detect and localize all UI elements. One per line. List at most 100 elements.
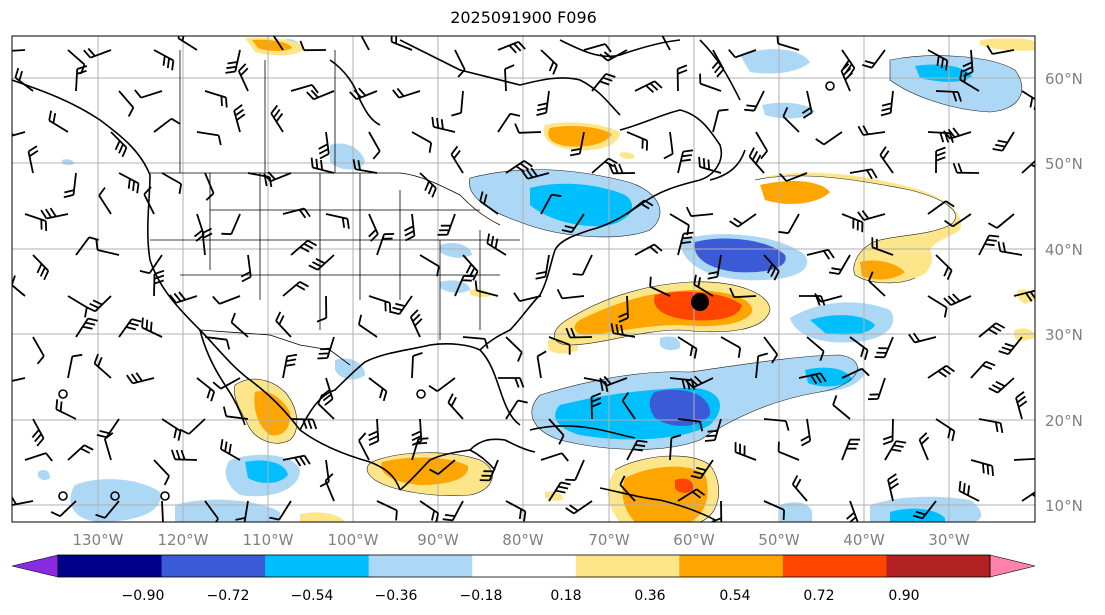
wind-barb-icon xyxy=(225,49,241,74)
wind-barb-icon xyxy=(63,172,77,199)
lon-label: 30°W xyxy=(928,531,970,549)
wind-barb-icon xyxy=(849,168,878,180)
wind-barb-icon xyxy=(12,377,26,382)
colorbar-segment xyxy=(58,555,163,577)
wind-barb-icon xyxy=(161,500,164,522)
wind-barb-icon xyxy=(777,441,800,461)
wind-barb-icon xyxy=(693,274,714,297)
wind-barb-icon xyxy=(349,87,378,101)
wind-barb-icon xyxy=(98,186,112,215)
wind-barb-icon xyxy=(943,293,972,306)
wind-barb-icon xyxy=(321,377,334,406)
wind-barb-icon xyxy=(96,418,120,439)
wind-barb-icon xyxy=(986,45,1015,55)
lat-label: 10°N xyxy=(1045,497,1083,515)
wind-barb-icon xyxy=(992,131,1015,152)
wind-barb-icon xyxy=(318,131,330,160)
wind-barb-icon xyxy=(85,295,112,313)
wind-barb-icon xyxy=(800,418,812,447)
wind-barb-icon xyxy=(561,213,585,234)
wind-barb-icon xyxy=(867,377,886,401)
wind-barb-icon xyxy=(269,500,292,521)
wind-barb-icon xyxy=(95,500,120,519)
wind-barb-icon xyxy=(409,309,423,338)
wind-barb-icon xyxy=(67,295,88,318)
wind-barb-icon xyxy=(744,90,765,112)
wind-barb-icon xyxy=(814,292,843,303)
wind-barb-icon xyxy=(24,452,53,462)
wind-barb-icon xyxy=(669,377,696,391)
wind-barb-icon xyxy=(368,418,380,446)
wind-barb-icon xyxy=(590,392,602,420)
wind-barb-icon xyxy=(126,372,155,385)
wind-barb-icon xyxy=(556,288,585,300)
wind-barb-icon xyxy=(153,459,170,486)
wind-barb-icon xyxy=(676,64,688,92)
wind-barb-icon xyxy=(497,40,526,54)
wind-barb-icon xyxy=(840,63,854,92)
wind-barb-icon xyxy=(548,481,571,502)
colorbar-tick-label: 0.36 xyxy=(634,588,665,604)
wind-barb-icon xyxy=(1021,491,1035,502)
wind-barb-icon xyxy=(943,127,972,140)
wind-barb-icon xyxy=(358,432,370,461)
wind-barb-icon xyxy=(505,500,527,522)
wind-barb-icon xyxy=(212,295,241,305)
contour-lines xyxy=(234,55,1023,522)
wind-barb-icon xyxy=(841,367,870,379)
wind-barb-icon xyxy=(235,500,249,522)
wind-barb-icon xyxy=(204,172,215,201)
wind-barb-icon xyxy=(411,352,423,379)
wind-barb-icon xyxy=(390,36,413,51)
wind-barb-icon xyxy=(978,234,1000,256)
wind-barb-icon xyxy=(846,500,859,522)
wind-barb-icon xyxy=(431,116,456,133)
latitude-labels: 60°N 50°N 40°N 30°N 20°N 10°N xyxy=(1045,70,1083,515)
colorbar-segment xyxy=(782,555,887,577)
lat-label: 40°N xyxy=(1045,241,1083,259)
wind-barb-icon xyxy=(548,418,565,445)
wind-barb-icon xyxy=(368,377,388,402)
wind-barb-icon xyxy=(698,156,722,174)
lat-label: 20°N xyxy=(1045,412,1083,430)
wind-barb-icon xyxy=(270,104,284,133)
colorbar-segment xyxy=(886,555,991,577)
wind-barb-icon xyxy=(661,36,671,51)
wind-barb-icon xyxy=(1015,391,1028,420)
wind-barb-icon xyxy=(275,311,292,338)
wind-barb-icon xyxy=(779,172,808,182)
wind-barb-icon xyxy=(626,439,648,461)
wind-barb-icon xyxy=(755,352,769,379)
wind-barb-icon xyxy=(868,271,886,297)
wind-barb-icon xyxy=(815,131,843,146)
wind-barb-icon xyxy=(376,233,395,256)
wind-barb-icon xyxy=(282,207,311,219)
wind-barb-icon xyxy=(153,117,181,133)
wind-barb-icon xyxy=(67,353,83,379)
wind-barb-icon xyxy=(32,336,45,365)
wind-barb-icon xyxy=(222,406,249,420)
wind-barb-icon xyxy=(626,131,649,151)
wind-barb-icon xyxy=(862,49,886,69)
wind-barb-icon xyxy=(998,336,1023,356)
wind-barb-icon xyxy=(411,437,429,461)
wind-barb-icon xyxy=(411,131,433,153)
wind-barb-icon xyxy=(169,291,198,304)
wind-barb-icon xyxy=(12,36,1035,522)
wind-barb-icon xyxy=(240,254,252,283)
lon-label: 120°W xyxy=(158,531,209,549)
lat-label: 60°N xyxy=(1045,70,1083,88)
wind-barb-icon xyxy=(310,157,335,174)
wind-barb-icon xyxy=(778,213,800,235)
storm-center-marker xyxy=(691,293,709,311)
lon-label: 80°W xyxy=(502,531,544,549)
wind-barb-icon xyxy=(1013,289,1035,302)
graticule xyxy=(12,36,1035,522)
wind-barb-icon xyxy=(290,418,318,430)
wind-barb-icon xyxy=(871,237,894,256)
wind-barb-icon xyxy=(918,432,930,461)
colorbar-tick-label: 0.72 xyxy=(803,588,834,604)
wind-barb-icon xyxy=(540,193,562,215)
wind-barb-icon xyxy=(419,500,440,522)
lon-label: 110°W xyxy=(243,531,294,549)
